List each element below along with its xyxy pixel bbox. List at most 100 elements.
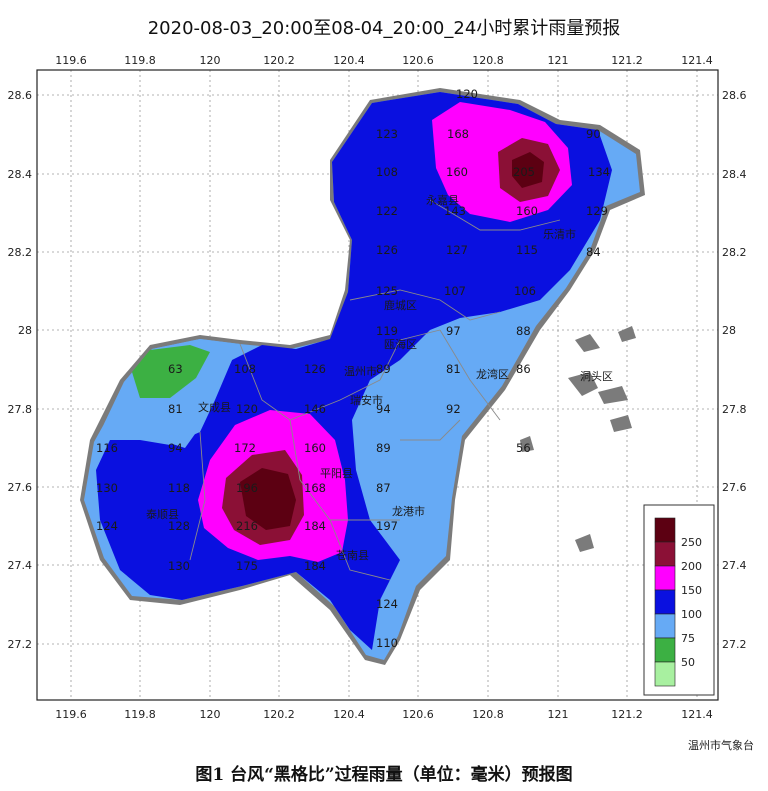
station-value: 119 bbox=[376, 324, 398, 338]
station-value: 184 bbox=[304, 559, 326, 573]
station-value: 130 bbox=[96, 481, 118, 495]
place-names: 永嘉县 乐清市 鹿城区 瓯海区 温州市 龙湾区 洞头区 文成县 瑞安市 平阳县 … bbox=[146, 193, 613, 562]
lon-tick: 120.8 bbox=[472, 708, 504, 721]
legend-swatch bbox=[654, 637, 676, 663]
lat-ticks-left: 28.6 28.4 28.2 28 27.8 27.6 27.4 27.2 bbox=[8, 89, 33, 651]
station-value: 160 bbox=[304, 441, 326, 455]
place-label: 洞头区 bbox=[580, 370, 613, 383]
station-value: 128 bbox=[168, 519, 190, 533]
legend-label: 250 bbox=[681, 536, 702, 549]
place-label: 鹿城区 bbox=[384, 298, 417, 312]
lat-tick: 28.2 bbox=[722, 246, 747, 259]
place-label: 永嘉县 bbox=[426, 193, 459, 207]
lon-tick: 119.8 bbox=[124, 54, 156, 67]
station-value: 127 bbox=[446, 243, 468, 257]
station-value: 107 bbox=[444, 284, 466, 298]
lon-ticks-bottom: 119.6 119.8 120 120.2 120.4 120.6 120.8 … bbox=[55, 708, 713, 721]
place-label: 文成县 bbox=[198, 400, 231, 414]
lon-tick: 120 bbox=[200, 54, 221, 67]
county-boundaries bbox=[189, 199, 561, 581]
station-value: 120 bbox=[456, 87, 478, 101]
legend-label: 75 bbox=[681, 632, 695, 645]
lat-tick: 28 bbox=[722, 324, 736, 337]
station-value: 108 bbox=[376, 165, 398, 179]
station-value: 84 bbox=[586, 245, 601, 259]
station-value: 160 bbox=[446, 165, 468, 179]
lat-tick: 27.8 bbox=[722, 403, 747, 416]
lon-tick: 120.4 bbox=[333, 708, 365, 721]
lat-tick: 27.4 bbox=[722, 559, 747, 572]
lat-tick: 27.6 bbox=[722, 481, 747, 494]
station-value: 118 bbox=[168, 481, 190, 495]
station-value: 120 bbox=[236, 402, 258, 416]
place-label: 平阳县 bbox=[320, 467, 353, 480]
station-value: 143 bbox=[444, 204, 466, 218]
station-value: 110 bbox=[376, 636, 398, 650]
station-value: 81 bbox=[446, 362, 461, 376]
lon-tick: 120.8 bbox=[472, 54, 504, 67]
lon-tick: 121.2 bbox=[611, 54, 643, 67]
legend-swatch bbox=[654, 517, 676, 543]
legend-label: 50 bbox=[681, 656, 695, 669]
station-value: 134 bbox=[588, 165, 610, 179]
station-value: 92 bbox=[446, 402, 461, 416]
station-value: 168 bbox=[304, 481, 326, 495]
lat-tick: 28 bbox=[18, 324, 32, 337]
lat-tick: 28.4 bbox=[722, 168, 747, 181]
station-value: 124 bbox=[96, 519, 118, 533]
lat-tick: 27.2 bbox=[8, 638, 33, 651]
lon-tick: 120.2 bbox=[263, 54, 295, 67]
lat-tick: 28.6 bbox=[8, 89, 33, 102]
station-value: 216 bbox=[236, 519, 258, 533]
station-value: 89 bbox=[376, 362, 391, 376]
lon-tick: 120.2 bbox=[263, 708, 295, 721]
legend-label: 200 bbox=[681, 560, 702, 573]
source-label: 温州市气象台 bbox=[688, 739, 754, 752]
lon-tick: 121.2 bbox=[611, 708, 643, 721]
legend-label: 100 bbox=[681, 608, 702, 621]
legend-swatch bbox=[654, 565, 676, 591]
lat-tick: 27.4 bbox=[8, 559, 33, 572]
rain-band-250-north bbox=[512, 152, 544, 188]
station-value: 168 bbox=[447, 127, 469, 141]
station-value: 129 bbox=[586, 204, 608, 218]
station-value: 126 bbox=[376, 243, 398, 257]
station-value: 94 bbox=[376, 402, 391, 416]
lon-tick: 121 bbox=[548, 708, 569, 721]
station-value: 106 bbox=[514, 284, 536, 298]
legend-box bbox=[643, 504, 715, 696]
station-value: 87 bbox=[376, 481, 391, 495]
place-label: 龙港市 bbox=[392, 504, 425, 518]
lat-ticks-right: 28.6 28.4 28.2 28 27.8 27.6 27.4 27.2 bbox=[722, 89, 747, 651]
station-value: 88 bbox=[516, 324, 531, 338]
lon-tick: 121 bbox=[548, 54, 569, 67]
legend: 250 200 150 100 75 50 bbox=[643, 504, 715, 696]
legend-swatch bbox=[654, 613, 676, 639]
station-value: 126 bbox=[304, 362, 326, 376]
station-value: 184 bbox=[304, 519, 326, 533]
station-value: 56 bbox=[516, 441, 531, 455]
station-value: 108 bbox=[234, 362, 256, 376]
lon-tick: 121.4 bbox=[681, 708, 713, 721]
station-value: 116 bbox=[96, 441, 118, 455]
lon-tick: 119.6 bbox=[55, 708, 87, 721]
plot-frame bbox=[36, 69, 719, 701]
legend-label: 150 bbox=[681, 584, 702, 597]
lon-tick: 120 bbox=[200, 708, 221, 721]
place-label: 温州市 bbox=[344, 364, 377, 378]
rain-band-50 bbox=[132, 345, 210, 398]
legend-swatch bbox=[654, 541, 676, 567]
station-value: 125 bbox=[376, 284, 398, 298]
lon-tick: 120.6 bbox=[402, 708, 434, 721]
figure-caption: 图1 台风“黑格比”过程雨量（单位：毫米）预报图 bbox=[195, 765, 573, 785]
station-value: 197 bbox=[376, 519, 398, 533]
station-value: 130 bbox=[168, 559, 190, 573]
station-value: 172 bbox=[234, 441, 256, 455]
place-label: 瑞安市 bbox=[350, 393, 383, 407]
lon-tick: 120.6 bbox=[402, 54, 434, 67]
station-value: 122 bbox=[376, 204, 398, 218]
station-values: 120 123 168 90 108 160 205 134 122 143 1… bbox=[96, 87, 610, 650]
station-value: 90 bbox=[586, 127, 601, 141]
lat-tick: 28.2 bbox=[8, 246, 33, 259]
